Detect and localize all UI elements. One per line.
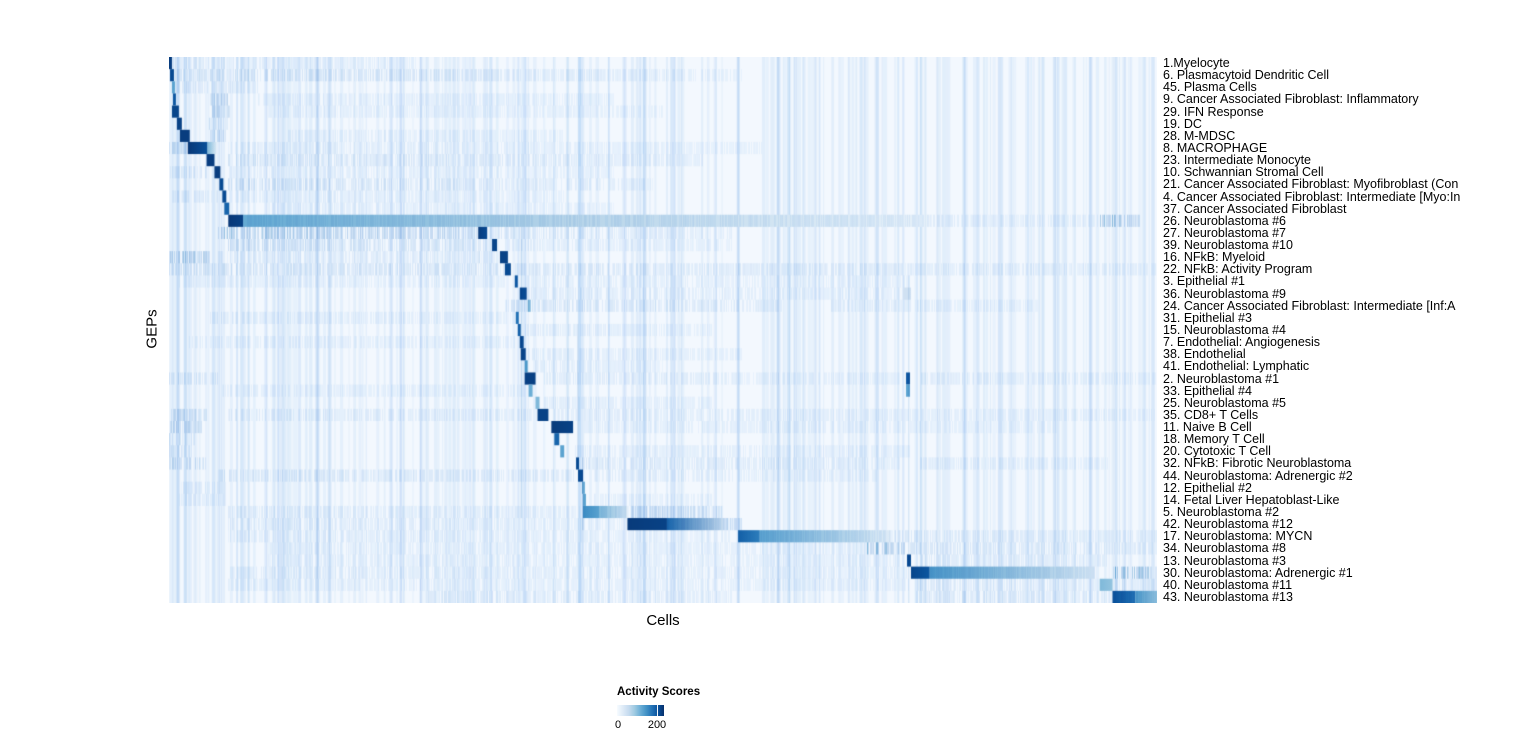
heatmap-canvas <box>169 57 1157 603</box>
row-label: 17. Neuroblastoma: MYCN <box>1163 529 1313 544</box>
row-label: 38. Endothelial <box>1163 347 1246 362</box>
legend-min-label: 0 <box>614 719 622 731</box>
row-label: 39. Neuroblastoma #10 <box>1163 237 1293 252</box>
x-axis-label: Cells <box>646 612 680 629</box>
row-label: 12. Epithelial #2 <box>1163 480 1252 495</box>
legend-labels: 0 200 <box>614 719 667 733</box>
row-label: 34. Neuroblastoma #8 <box>1163 541 1286 556</box>
row-label: 1.Myelocyte <box>1163 55 1230 70</box>
row-label: 21. Cancer Associated Fibroblast: Myofib… <box>1163 177 1459 192</box>
row-label: 10. Schwannian Stromal Cell <box>1163 165 1324 180</box>
row-label: 11. Naive B Cell <box>1163 419 1252 434</box>
row-label: 36. Neuroblastoma #9 <box>1163 286 1286 301</box>
legend-max-label: 200 <box>647 719 667 731</box>
row-label: 41. Endothelial: Lymphatic <box>1163 359 1310 374</box>
y-axis-label: GEPs <box>143 309 161 349</box>
row-label: 28. M-MDSC <box>1163 128 1236 143</box>
row-label: 18. Memory T Cell <box>1163 431 1265 446</box>
row-label: 33. Epithelial #4 <box>1163 383 1252 398</box>
row-label: 22. NFkB: Activity Program <box>1163 262 1313 277</box>
row-label: 29. IFN Response <box>1163 104 1264 119</box>
row-label: 23. Intermediate Monocyte <box>1163 152 1311 167</box>
row-label: 24. Cancer Associated Fibroblast: Interm… <box>1163 298 1456 313</box>
legend-tick-200 <box>656 705 659 716</box>
row-label: 6. Plasmacytoid Dendritic Cell <box>1163 67 1330 82</box>
row-label: 43. Neuroblastoma #13 <box>1163 589 1293 604</box>
row-label: 4. Cancer Associated Fibroblast: Interme… <box>1163 189 1461 204</box>
row-label: 27. Neuroblastoma #7 <box>1163 225 1286 240</box>
row-label: 44. Neuroblastoma: Adrenergic #2 <box>1163 468 1353 483</box>
row-label: 40. Neuroblastoma #11 <box>1163 577 1293 592</box>
legend-title: Activity Scores <box>617 686 701 698</box>
row-label: 26. Neuroblastoma #6 <box>1163 213 1286 228</box>
row-label: 2. Neuroblastoma #1 <box>1163 371 1280 386</box>
row-label: 25. Neuroblastoma #5 <box>1163 395 1286 410</box>
row-label: 42. Neuroblastoma #12 <box>1163 516 1293 531</box>
row-label: 32. NFkB: Fibrotic Neuroblastoma <box>1163 456 1352 471</box>
row-label: 37. Cancer Associated Fibroblast <box>1163 201 1347 216</box>
row-label: 5. Neuroblastoma #2 <box>1163 504 1280 519</box>
row-label: 35. CD8+ T Cells <box>1163 407 1259 422</box>
row-label: 9. Cancer Associated Fibroblast: Inflamm… <box>1163 92 1419 107</box>
row-label: 16. NFkB: Myeloid <box>1163 249 1266 264</box>
row-label: 30. Neuroblastoma: Adrenergic #1 <box>1163 565 1353 580</box>
legend: Activity Scores 0 200 <box>614 686 747 741</box>
row-label: 14. Fetal Liver Hepatoblast-Like <box>1163 492 1340 507</box>
row-label: 31. Epithelial #3 <box>1163 310 1252 325</box>
row-labels: 1.Myelocyte 6. Plasmacytoid Dendritic Cel… <box>1163 0 1540 743</box>
row-label: 19. DC <box>1163 116 1202 131</box>
row-label: 8. MACROPHAGE <box>1163 140 1268 155</box>
row-label: 45. Plasma Cells <box>1163 80 1257 95</box>
row-label: 13. Neuroblastoma #3 <box>1163 553 1286 568</box>
row-label: 3. Epithelial #1 <box>1163 274 1246 289</box>
row-label: 7. Endothelial: Angiogenesis <box>1163 334 1321 349</box>
row-label: 15. Neuroblastoma #4 <box>1163 322 1286 337</box>
row-label: 20. Cytotoxic T Cell <box>1163 444 1271 459</box>
legend-gradient-bar <box>617 705 664 716</box>
